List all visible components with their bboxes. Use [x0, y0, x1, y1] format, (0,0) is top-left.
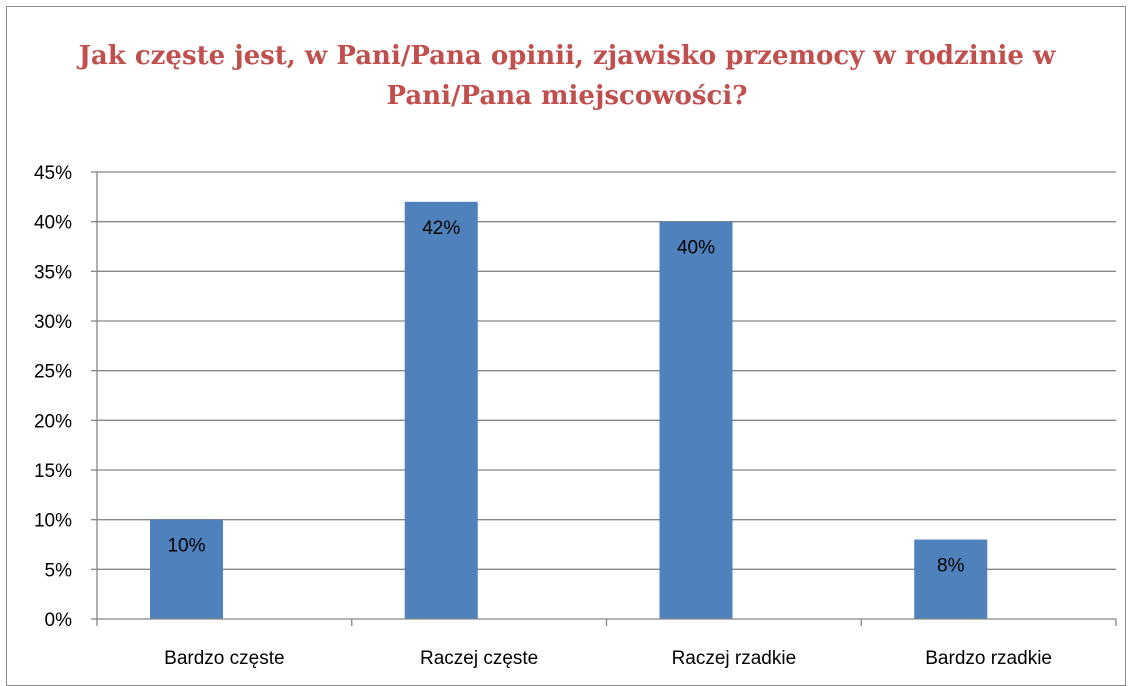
bar — [150, 519, 223, 619]
x-tick-label: Raczej rzadkie — [672, 648, 797, 669]
data-label: 40% — [677, 238, 715, 259]
data-label: 42% — [422, 218, 460, 239]
bar — [914, 539, 988, 619]
bars — [150, 201, 988, 620]
y-tick-label: 15% — [34, 461, 72, 482]
y-tick-label: 5% — [45, 560, 73, 581]
y-tick-label: 45% — [34, 163, 72, 184]
x-tick-label: Raczej częste — [420, 648, 538, 669]
bar — [659, 221, 733, 619]
labels: 0% 5% 10% 15% 20% 25% 30% 35% 40% 45% 10% Bardzo cz… — [34, 163, 1052, 669]
gridlines — [97, 171, 1116, 570]
y-tick-label: 40% — [34, 213, 72, 234]
y-tick-label: 10% — [34, 511, 72, 532]
y-tick-label: 0% — [45, 610, 73, 631]
bar — [404, 201, 478, 620]
y-tick-label: 35% — [34, 262, 72, 283]
data-label: 10% — [167, 536, 205, 557]
y-tick-label: 30% — [34, 312, 72, 333]
axes — [91, 171, 1117, 626]
x-tick-label: Bardzo częste — [164, 648, 284, 669]
y-tick-label: 20% — [34, 411, 72, 432]
data-label: 8% — [937, 556, 965, 577]
chart-title: Jak częste jest, w Pani/Pana opinii, zja… — [78, 41, 1056, 111]
y-tick-label: 25% — [34, 362, 72, 383]
x-tick-label: Bardzo rzadkie — [925, 648, 1052, 669]
